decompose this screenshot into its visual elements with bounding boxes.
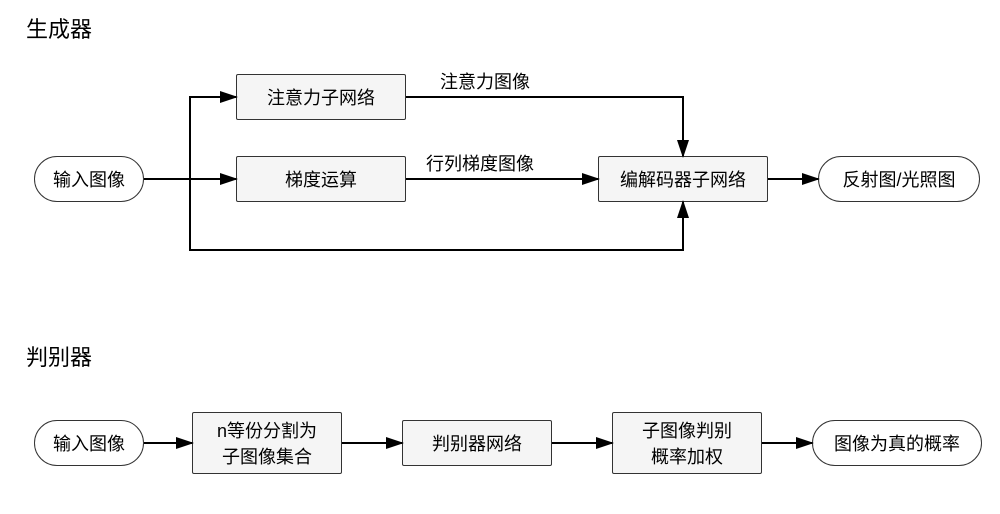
edge-label-attention: 注意力图像 <box>440 68 530 94</box>
gen-attention-label: 注意力子网络 <box>267 84 375 110</box>
discriminator-heading: 判别器 <box>26 340 92 372</box>
disc-net-node: 判别器网络 <box>402 420 552 466</box>
gen-output-label: 反射图/光照图 <box>842 166 955 192</box>
gen-gradient-label: 梯度运算 <box>285 166 357 192</box>
gen-gradient-node: 梯度运算 <box>236 156 406 202</box>
disc-weight-label: 子图像判别 概率加权 <box>642 417 732 469</box>
disc-net-label: 判别器网络 <box>432 430 522 456</box>
gen-input-label: 输入图像 <box>53 166 125 192</box>
disc-split-label: n等份分割为 子图像集合 <box>217 417 317 469</box>
disc-weight-node: 子图像判别 概率加权 <box>612 412 762 474</box>
edge-label-gradient: 行列梯度图像 <box>426 150 534 176</box>
gen-attention-node: 注意力子网络 <box>236 74 406 120</box>
disc-split-node: n等份分割为 子图像集合 <box>192 412 342 474</box>
generator-heading: 生成器 <box>26 12 92 44</box>
gen-codec-label: 编解码器子网络 <box>620 166 746 192</box>
disc-input-label: 输入图像 <box>53 430 125 456</box>
disc-output-node: 图像为真的概率 <box>812 420 982 466</box>
gen-codec-node: 编解码器子网络 <box>598 156 768 202</box>
gen-input-node: 输入图像 <box>34 156 144 202</box>
gen-output-node: 反射图/光照图 <box>818 156 980 202</box>
disc-output-label: 图像为真的概率 <box>834 430 960 456</box>
disc-input-node: 输入图像 <box>34 420 144 466</box>
